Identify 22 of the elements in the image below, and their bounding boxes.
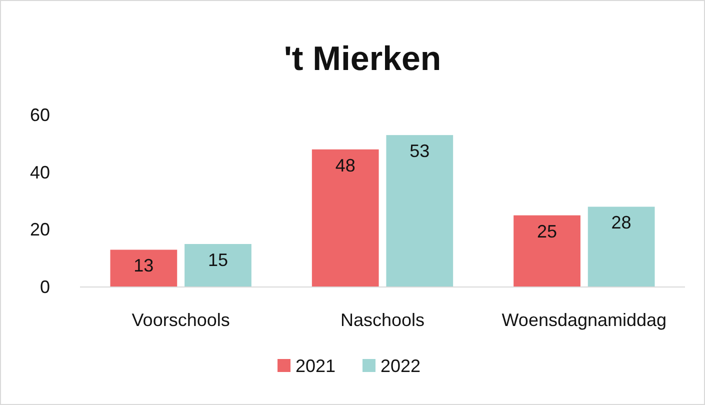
bar <box>386 135 454 287</box>
data-label: 25 <box>537 221 558 242</box>
x-tick-label: Woensdagnamiddag <box>502 310 667 330</box>
bar <box>514 215 580 287</box>
legend-label: 2022 <box>380 356 421 376</box>
y-tick-label: 20 <box>30 220 50 240</box>
bar <box>110 250 178 287</box>
legend-label: 2021 <box>296 356 336 376</box>
y-tick-label: 0 <box>40 277 50 297</box>
bar <box>312 149 379 287</box>
data-label: 28 <box>611 212 632 233</box>
x-tick-label: Voorschools <box>132 310 230 330</box>
chart-title: 't Mierken <box>284 40 442 78</box>
data-label: 13 <box>134 256 154 276</box>
data-label: 53 <box>410 141 430 162</box>
x-tick-label: Naschools <box>340 310 425 330</box>
y-tick-label: 60 <box>30 105 50 125</box>
bar <box>184 244 252 287</box>
y-tick-label: 40 <box>30 162 50 182</box>
data-label: 48 <box>335 155 356 176</box>
bar <box>588 206 655 287</box>
data-label: 15 <box>208 250 228 270</box>
